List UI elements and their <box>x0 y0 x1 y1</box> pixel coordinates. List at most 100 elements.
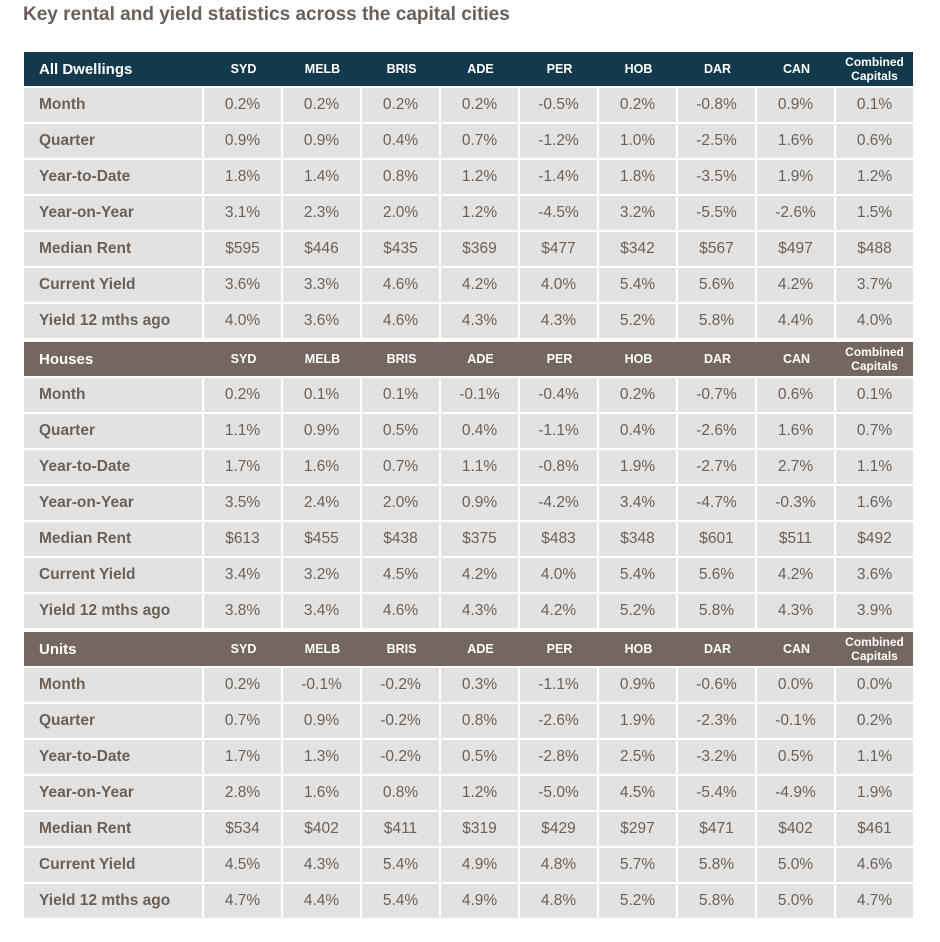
table-row: Median Rent $534 $402 $411 $319 $429 $297 $471 $… <box>24 812 913 846</box>
table-cell: 3.8% <box>204 594 283 628</box>
row-label: Current Yield <box>24 268 204 302</box>
table-cell: -0.8% <box>520 450 599 484</box>
table-cell: 4.6% <box>362 304 441 338</box>
column-header: CAN <box>757 52 836 86</box>
table-cell: 5.2% <box>599 594 678 628</box>
table-cell: 5.8% <box>678 594 757 628</box>
table-row: Current Yield 3.6% 3.3% 4.6% 4.2% 4.0% 5.4% 5.6… <box>24 268 913 302</box>
table-cell: 1.4% <box>283 160 362 194</box>
table-cell: 0.2% <box>204 88 283 122</box>
table-cell: -0.2% <box>362 704 441 738</box>
table-cell: 0.1% <box>362 378 441 412</box>
table-cell: -2.6% <box>678 414 757 448</box>
table-cell: 0.1% <box>836 88 913 122</box>
table-cell: 3.2% <box>283 558 362 592</box>
table-cell: 1.7% <box>204 740 283 774</box>
table-cell: 4.5% <box>599 776 678 810</box>
table-cell: 5.4% <box>599 558 678 592</box>
row-label: Year-to-Date <box>24 740 204 774</box>
table-cell: -0.2% <box>362 740 441 774</box>
table-cell: 0.9% <box>441 486 520 520</box>
table-row: Current Yield 4.5% 4.3% 5.4% 4.9% 4.8% 5.7% 5.8… <box>24 848 913 882</box>
column-header-combined-capitals: Combined Capitals <box>836 342 913 376</box>
table-cell: $601 <box>678 522 757 556</box>
table-cell: 1.9% <box>599 704 678 738</box>
table-cell: 5.0% <box>757 848 836 882</box>
table-cell: 3.7% <box>836 268 913 302</box>
table-cell: 0.7% <box>836 414 913 448</box>
column-header: SYD <box>204 632 283 666</box>
combined-line-2: Capitals <box>851 69 898 83</box>
table-row: Year-on-Year 3.1% 2.3% 2.0% 1.2% -4.5% 3.2% -5.… <box>24 196 913 230</box>
table-cell: 0.2% <box>283 88 362 122</box>
table-cell: 1.1% <box>204 414 283 448</box>
row-label: Month <box>24 668 204 702</box>
table-cell: $402 <box>283 812 362 846</box>
row-label: Median Rent <box>24 522 204 556</box>
table-cell: 4.3% <box>757 594 836 628</box>
table-row: Median Rent $595 $446 $435 $369 $477 $342 $567 $… <box>24 232 913 266</box>
table-cell: 3.9% <box>836 594 913 628</box>
table-cell: 5.6% <box>678 558 757 592</box>
table-cell: 4.2% <box>441 558 520 592</box>
column-header: BRIS <box>362 52 441 86</box>
table-cell: 0.1% <box>836 378 913 412</box>
table-cell: $369 <box>441 232 520 266</box>
table-cell: 2.5% <box>599 740 678 774</box>
table-row: Current Yield 3.4% 3.2% 4.5% 4.2% 4.0% 5.4% 5.6… <box>24 558 913 592</box>
table-cell: 1.9% <box>836 776 913 810</box>
table-cell: 1.0% <box>599 124 678 158</box>
table-cell: 0.9% <box>283 414 362 448</box>
table-cell: 5.4% <box>599 268 678 302</box>
table-cell: 1.7% <box>204 450 283 484</box>
table-cell: -2.6% <box>520 704 599 738</box>
table-cell: 0.7% <box>362 450 441 484</box>
table-cell: 5.4% <box>362 848 441 882</box>
row-label: Quarter <box>24 704 204 738</box>
row-label: Yield 12 mths ago <box>24 304 204 338</box>
table-cell: 1.9% <box>757 160 836 194</box>
table-cell: 4.3% <box>520 304 599 338</box>
table-row: Median Rent $613 $455 $438 $375 $483 $348 $601 $… <box>24 522 913 556</box>
table-cell: 0.7% <box>204 704 283 738</box>
table-cell: 3.3% <box>283 268 362 302</box>
column-header-combined-capitals: Combined Capitals <box>836 632 913 666</box>
row-label: Year-on-Year <box>24 776 204 810</box>
table-cell: 4.9% <box>441 884 520 918</box>
table-cell: 0.4% <box>362 124 441 158</box>
table-cell: 0.8% <box>362 776 441 810</box>
column-header: MELB <box>283 632 362 666</box>
table-cell: 4.7% <box>836 884 913 918</box>
column-header-combined-capitals: Combined Capitals <box>836 52 913 86</box>
header-row: Units SYD MELB BRIS ADE PER HOB DAR CAN Combined C… <box>24 632 913 666</box>
column-header: BRIS <box>362 342 441 376</box>
houses-table: Houses SYD MELB BRIS ADE PER HOB DAR CAN Combined… <box>24 340 913 630</box>
table-row: Year-on-Year 2.8% 1.6% 0.8% 1.2% -5.0% 4.5% -5.… <box>24 776 913 810</box>
table-cell: 1.2% <box>836 160 913 194</box>
table-cell: 4.5% <box>204 848 283 882</box>
row-label: Yield 12 mths ago <box>24 594 204 628</box>
table-cell: 1.6% <box>836 486 913 520</box>
table-cell: $488 <box>836 232 913 266</box>
table-cell: 1.6% <box>757 124 836 158</box>
table-cell: -0.8% <box>678 88 757 122</box>
table-cell: $471 <box>678 812 757 846</box>
table-cell: 2.0% <box>362 486 441 520</box>
table-cell: 0.2% <box>204 668 283 702</box>
table-cell: 4.9% <box>441 848 520 882</box>
table-cell: 0.2% <box>362 88 441 122</box>
row-label: Month <box>24 88 204 122</box>
table-cell: 4.6% <box>362 594 441 628</box>
table-cell: 1.3% <box>283 740 362 774</box>
table-cell: 4.7% <box>204 884 283 918</box>
table-cell: 5.0% <box>757 884 836 918</box>
table-cell: 4.8% <box>520 884 599 918</box>
column-header: ADE <box>441 52 520 86</box>
table-cell: 4.3% <box>441 594 520 628</box>
table-cell: -2.5% <box>678 124 757 158</box>
table-cell: 4.3% <box>283 848 362 882</box>
table-cell: 1.9% <box>599 450 678 484</box>
row-label: Current Yield <box>24 848 204 882</box>
table-cell: 0.8% <box>441 704 520 738</box>
table-cell: -4.9% <box>757 776 836 810</box>
